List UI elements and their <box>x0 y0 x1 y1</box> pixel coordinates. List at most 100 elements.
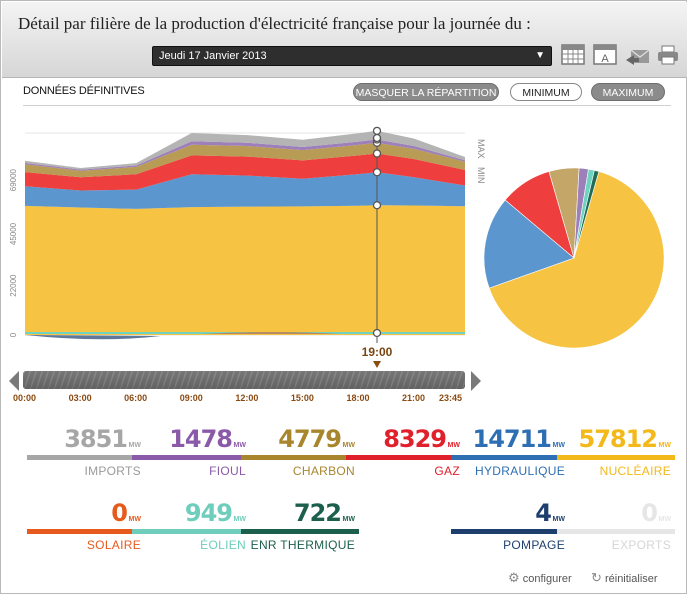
reset-label: réinitialiser <box>604 573 658 585</box>
stat-color-bar <box>557 455 675 460</box>
stat-color-bar <box>132 529 250 534</box>
stat-color-bar <box>557 529 675 534</box>
y-tick-label: 69000 <box>9 168 18 191</box>
pie-slice-hydraulique <box>483 199 575 289</box>
stat-label: ENR THERMIQUE <box>250 538 355 552</box>
stat-fioul[interactable]: 1478 MW FIOUL <box>132 425 250 485</box>
stat-label: EXPORTS <box>611 538 671 552</box>
stat-unit: MW <box>342 442 355 449</box>
stat-unit: MW <box>233 516 246 523</box>
time-tick-label: 23:45 <box>439 393 463 403</box>
stat-nucléaire[interactable]: 57812 MW NUCLÉAIRE <box>557 425 675 485</box>
production-chart[interactable]: 0 22000 45000 69000 MAX MIN 19:00 <box>1 113 687 369</box>
stat-value: 4 <box>535 499 552 527</box>
time-tick-label: 00:00 <box>13 393 37 403</box>
maximum-button[interactable]: MAXIMUM <box>591 83 665 101</box>
stat-label: CHARBON <box>292 464 355 478</box>
stat-color-bar <box>27 529 145 534</box>
area-solaire <box>201 332 341 334</box>
stat-label: ÉOLIEN <box>200 538 246 552</box>
date-select[interactable]: Jeudi 17 Janvier 2013 ▼ <box>152 46 552 66</box>
y-axis-labels: 0 22000 45000 69000 <box>9 168 18 337</box>
reset-link[interactable]: ↻ réinitialiser <box>591 570 658 586</box>
y-tick-label: 22000 <box>9 274 18 297</box>
stat-color-bar <box>241 529 359 534</box>
stat-enr-thermique[interactable]: 722 MW ENR THERMIQUE <box>241 499 359 559</box>
chevron-down-icon: ▼ <box>535 50 545 61</box>
cursor-marker <box>372 149 382 158</box>
pie-slice-enr-thermique <box>573 169 600 259</box>
area-pompage <box>25 335 161 340</box>
stat-label: FIOUL <box>209 464 246 478</box>
stat-gaz[interactable]: 8329 MW GAZ <box>346 425 464 485</box>
time-tick-label: 03:00 <box>68 393 92 403</box>
stat-value: 949 <box>184 499 233 527</box>
stat-value: 3851 <box>64 425 128 453</box>
slider-left-arrow-icon[interactable] <box>9 371 19 391</box>
stat-unit: MW <box>233 442 246 449</box>
baseline-series <box>25 332 465 340</box>
area-imports <box>25 130 465 170</box>
stat-label: HYDRAULIQUE <box>475 464 565 478</box>
y-tick-label: 45000 <box>9 222 18 245</box>
time-ticks: 00:00 03:00 06:00 09:00 12:00 15:00 18:00 21:00… <box>1 393 687 407</box>
cursor-marker <box>372 133 382 143</box>
stat-unit: MW <box>658 516 671 523</box>
calendar-day-icon[interactable]: A <box>593 42 617 66</box>
stat-unit: MW <box>552 516 565 523</box>
time-tick-label: 12:00 <box>235 393 259 403</box>
stat-color-bar <box>132 455 250 460</box>
time-tick-label: 18:00 <box>346 393 370 403</box>
divider <box>23 105 671 106</box>
share-mail-icon[interactable] <box>625 46 651 66</box>
stat-unit: MW <box>342 516 355 523</box>
stat-value: 4779 <box>278 425 342 453</box>
stat-label: SOLAIRE <box>86 538 141 552</box>
stat-charbon[interactable]: 4779 MW CHARBON <box>241 425 359 485</box>
stat-unit: MW <box>658 442 671 449</box>
gear-icon: ⚙ <box>508 570 520 585</box>
stat-value: 8329 <box>383 425 447 453</box>
configure-label: configurer <box>522 573 572 585</box>
reset-icon: ↻ <box>591 570 602 585</box>
stat-imports[interactable]: 3851 MW IMPORTS <box>27 425 145 485</box>
stat-value: 722 <box>293 499 342 527</box>
calendar-icon[interactable] <box>561 42 585 66</box>
y-tick-label: 0 <box>9 332 18 337</box>
minimum-button[interactable]: MINIMUM <box>510 83 582 101</box>
cursor-time-label: 19:00 <box>362 345 393 359</box>
stat-unit: MW <box>447 442 460 449</box>
stat-color-bar <box>27 455 145 460</box>
date-select-value: Jeudi 17 Janvier 2013 <box>159 50 267 62</box>
stat-hydraulique[interactable]: 14711 MW HYDRAULIQUE <box>451 425 569 485</box>
stat-color-bar <box>346 455 464 460</box>
pie-chart <box>483 167 665 349</box>
stat-color-bar <box>451 455 569 460</box>
configure-link[interactable]: ⚙ configurer <box>508 570 572 586</box>
print-icon[interactable] <box>657 45 679 65</box>
time-slider[interactable] <box>1 369 687 393</box>
svg-text:A: A <box>601 53 609 65</box>
area-hydraulique <box>25 172 465 209</box>
slider-right-arrow-icon[interactable] <box>471 371 481 391</box>
data-status-label: DONNÉES DÉFINITIVES <box>23 85 145 97</box>
stat-value: 57812 <box>578 425 658 453</box>
stat-unit: MW <box>552 442 565 449</box>
stat-éolien[interactable]: 949 MW ÉOLIEN <box>132 499 250 559</box>
stat-pompage[interactable]: 4 MW POMPAGE <box>451 499 569 559</box>
stat-value: 0 <box>641 499 658 527</box>
stat-exports[interactable]: 0 MW EXPORTS <box>557 499 675 559</box>
stat-value: 0 <box>111 499 128 527</box>
stat-unit: MW <box>128 516 141 523</box>
stat-label: POMPAGE <box>503 538 565 552</box>
stat-label: GAZ <box>434 464 460 478</box>
stat-solaire[interactable]: 0 MW SOLAIRE <box>27 499 145 559</box>
stat-unit: MW <box>128 442 141 449</box>
hide-distribution-button[interactable]: MASQUER LA RÉPARTITION <box>353 83 499 101</box>
time-tick-label: 15:00 <box>290 393 314 403</box>
cursor-arrow-icon <box>373 361 381 368</box>
header: Détail par filière de la production d'él… <box>2 2 687 78</box>
stat-color-bar <box>451 529 569 534</box>
area-fioul <box>25 139 465 171</box>
